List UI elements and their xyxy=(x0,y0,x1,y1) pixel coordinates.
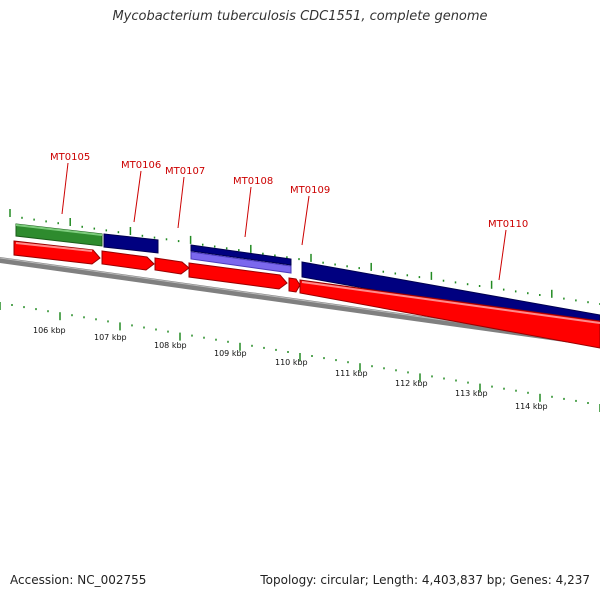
scale-label-114kbp: 114 kbp xyxy=(515,402,548,411)
gene-label-mt0109[interactable]: MT0109 xyxy=(290,185,330,196)
scale-label-113kbp: 113 kbp xyxy=(455,389,488,398)
gene-label-mt0105[interactable]: MT0105 xyxy=(50,152,90,163)
scale-label-108kbp: 108 kbp xyxy=(154,341,187,350)
gene-block-mt0108-secondary[interactable] xyxy=(190,251,292,274)
leader-line-mt0107 xyxy=(177,176,185,229)
genome-title: Mycobacterium tuberculosis CDC1551, comp… xyxy=(112,9,488,24)
scale-label-109kbp: 109 kbp xyxy=(214,349,247,358)
gene-block-mt0108[interactable] xyxy=(190,244,292,266)
scale-label-112kbp: 112 kbp xyxy=(395,379,428,388)
gene-label-mt0108[interactable]: MT0108 xyxy=(233,176,273,187)
leader-line-mt0108 xyxy=(244,186,252,238)
genome-summary-text: Topology: circular; Length: 4,403,837 bp… xyxy=(260,573,590,587)
gene-arrow-mt0105[interactable] xyxy=(13,240,101,265)
gene-arrow-mt0106[interactable] xyxy=(101,250,155,271)
gene-label-mt0106[interactable]: MT0106 xyxy=(121,160,161,171)
gene-arrow-mt0110[interactable] xyxy=(299,279,600,349)
gene-arrow-mt0109[interactable] xyxy=(288,277,301,293)
gene-arrow-shine xyxy=(301,281,600,324)
lower-tick-ring xyxy=(0,302,600,412)
gene-label-mt0110[interactable]: MT0110 xyxy=(488,219,528,230)
gene-arrow-shine xyxy=(15,242,93,252)
upper-tick-ring xyxy=(9,209,600,305)
gene-arrow-mt0107[interactable] xyxy=(154,257,190,275)
gene-block-mt0106[interactable] xyxy=(103,233,159,254)
scale-label-110kbp: 110 kbp xyxy=(275,358,308,367)
leader-line-mt0110 xyxy=(498,229,507,281)
leader-line-mt0109 xyxy=(301,195,310,246)
gene-block-mt0105-shine xyxy=(15,224,103,236)
leader-line-mt0105 xyxy=(61,162,69,215)
accession-text: Accession: NC_002755 xyxy=(10,573,147,587)
gene-arrow-mt0108[interactable] xyxy=(188,262,288,290)
scale-label-107kbp: 107 kbp xyxy=(94,333,127,342)
scale-label-106kbp: 106 kbp xyxy=(33,326,66,335)
scale-label-111kbp: 111 kbp xyxy=(335,369,368,378)
gene-label-mt0107[interactable]: MT0107 xyxy=(165,166,205,177)
leader-line-mt0106 xyxy=(133,170,142,223)
